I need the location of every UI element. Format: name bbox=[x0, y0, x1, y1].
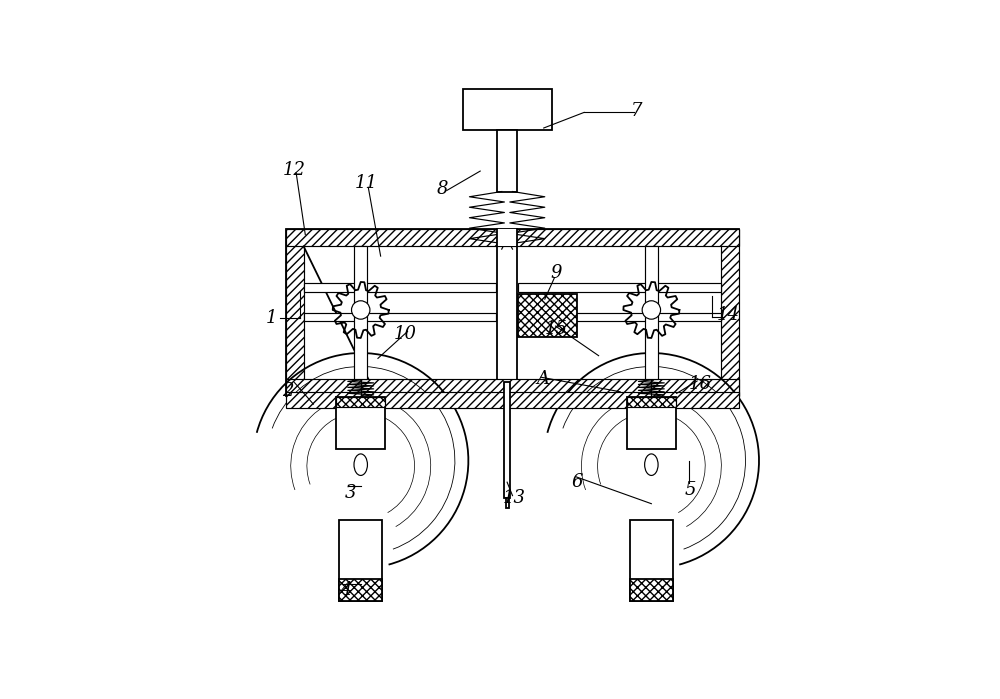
Bar bbox=[504, 382, 510, 498]
Text: 5: 5 bbox=[684, 481, 696, 499]
Bar bbox=[630, 579, 673, 600]
Text: 16: 16 bbox=[688, 375, 711, 394]
Bar bbox=[354, 247, 367, 379]
Bar bbox=[463, 89, 552, 129]
Text: 3: 3 bbox=[345, 484, 357, 502]
Text: 7: 7 bbox=[631, 102, 642, 120]
Bar bbox=[286, 379, 739, 396]
Text: 13: 13 bbox=[503, 489, 526, 507]
Text: 6: 6 bbox=[571, 473, 583, 491]
Bar bbox=[630, 520, 673, 600]
Bar bbox=[336, 398, 385, 449]
Bar bbox=[304, 284, 496, 292]
Text: 1: 1 bbox=[266, 309, 277, 327]
Bar bbox=[339, 520, 382, 600]
Text: 12: 12 bbox=[283, 161, 306, 179]
Bar bbox=[518, 312, 721, 322]
Bar bbox=[286, 391, 739, 408]
Bar bbox=[645, 247, 658, 379]
Bar bbox=[506, 498, 509, 508]
Text: 2: 2 bbox=[282, 382, 293, 400]
Bar bbox=[518, 284, 721, 292]
Text: A: A bbox=[537, 370, 550, 388]
Bar bbox=[336, 398, 385, 407]
Bar bbox=[304, 312, 496, 322]
Bar bbox=[721, 229, 739, 396]
Bar bbox=[627, 398, 676, 407]
Bar bbox=[286, 229, 304, 396]
Bar bbox=[497, 129, 517, 192]
Text: 14: 14 bbox=[716, 306, 739, 324]
Ellipse shape bbox=[354, 454, 367, 475]
Text: 4: 4 bbox=[340, 581, 351, 599]
Bar bbox=[518, 294, 577, 337]
Text: 11: 11 bbox=[355, 175, 378, 192]
Bar bbox=[497, 229, 517, 247]
Text: 8: 8 bbox=[437, 180, 448, 198]
Text: 10: 10 bbox=[393, 325, 416, 343]
Text: 9: 9 bbox=[551, 264, 562, 282]
Bar bbox=[286, 229, 739, 396]
Circle shape bbox=[642, 301, 661, 319]
Ellipse shape bbox=[645, 454, 658, 475]
Bar bbox=[627, 398, 676, 449]
Bar bbox=[286, 229, 739, 247]
Bar bbox=[339, 579, 382, 600]
Text: 15: 15 bbox=[545, 319, 568, 338]
Circle shape bbox=[352, 301, 370, 319]
